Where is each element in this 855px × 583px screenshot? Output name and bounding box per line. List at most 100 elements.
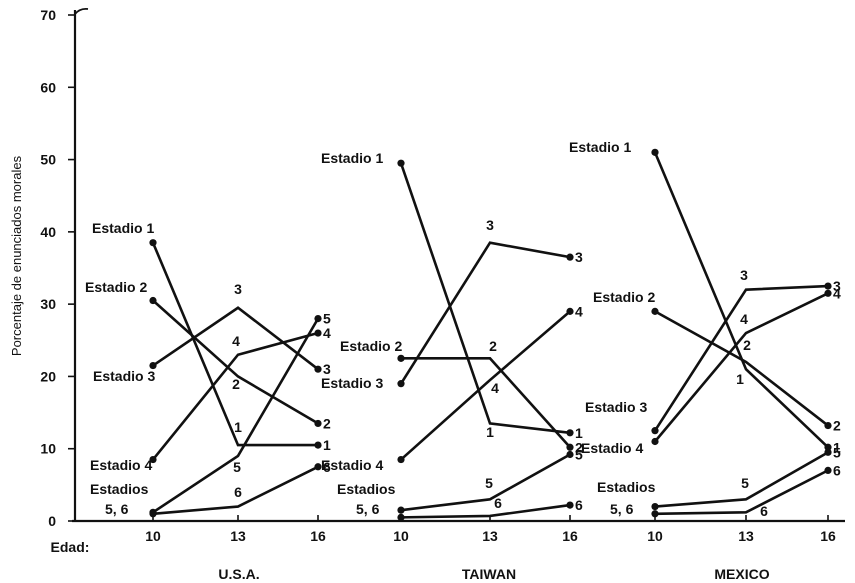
taiwan-series-4-point-10 <box>397 455 405 464</box>
taiwan-mid-label-5: 5 <box>485 475 493 491</box>
taiwan-x-tick-label-10: 10 <box>393 528 409 544</box>
usa-series-line-3 <box>152 306 319 371</box>
mexico-series-3-point-16 <box>824 282 832 290</box>
usa-series-2-point-16 <box>314 419 322 428</box>
usa-mid-label-3: 3 <box>234 281 242 297</box>
mexico-series-4-point-16 <box>824 289 832 297</box>
taiwan-mid-label-3: 3 <box>486 217 494 233</box>
usa-x-tick-label-10: 10 <box>145 528 161 544</box>
mexico-label-estadio-3: Estadio 3 <box>585 399 647 415</box>
mexico-series-line-6 <box>654 469 829 516</box>
taiwan-series-1-point-10 <box>397 159 405 167</box>
mexico-series-5-end-label: 5 <box>833 444 841 460</box>
axes <box>72 7 845 523</box>
taiwan-series-6-end-label: 6 <box>575 497 583 513</box>
mexico-series-line-4 <box>654 292 829 443</box>
y-axis-top-flourish <box>74 7 89 15</box>
y-tick-label-40: 40 <box>40 224 56 240</box>
usa-mid-label-2: 2 <box>232 376 240 392</box>
y-tick-label-20: 20 <box>40 368 56 384</box>
x-axis-label: Edad: <box>51 539 90 555</box>
mexico-mid-label-2: 2 <box>743 337 751 353</box>
x-ticks: 10 13 16 10 13 16 10 13 16 <box>145 515 836 544</box>
mexico-mid-label-3: 3 <box>740 267 748 283</box>
y-tick-label-70: 70 <box>40 7 56 23</box>
y-ticks: 0 10 20 30 40 50 60 70 <box>40 7 75 529</box>
usa-label-estadio-2: Estadio 2 <box>85 279 147 295</box>
usa-label-estadio-3: Estadio 3 <box>93 368 155 384</box>
usa-x-tick-label-16: 16 <box>310 528 326 544</box>
usa-series-3-end-label: 3 <box>323 361 331 377</box>
taiwan-mid-label-6: 6 <box>494 495 502 511</box>
taiwan-mid-label-4: 4 <box>491 380 499 396</box>
mexico-series-3-point-10 <box>651 427 659 435</box>
taiwan-series-4-point-16 <box>566 307 574 315</box>
usa-label-5-6: 5, 6 <box>105 501 129 517</box>
mexico-label-estadio-4: Estadio 4 <box>581 440 643 456</box>
mexico-label-estadio-2: Estadio 2 <box>593 289 655 305</box>
y-tick-label-10: 10 <box>40 441 56 457</box>
taiwan-series-2-point-10 <box>397 354 405 362</box>
mexico-series-6-end-label: 6 <box>833 462 841 478</box>
mexico-series-3-end-label: 3 <box>833 278 841 294</box>
usa-label-estadios: Estadios <box>90 481 149 497</box>
taiwan-label-estadios: Estadios <box>337 481 396 497</box>
taiwan-series-line-4 <box>400 310 571 461</box>
usa-series-4-point-16 <box>314 329 322 337</box>
mexico-series-1-point-16 <box>824 443 832 451</box>
mexico-series-line-3 <box>653 284 829 432</box>
mexico-label-estadios: Estadios <box>597 479 656 495</box>
usa-mid-label-1: 1 <box>234 419 242 435</box>
taiwan-series-line-3 <box>399 241 571 385</box>
y-tick-label-50: 50 <box>40 152 56 168</box>
taiwan-series-4-end-label: 4 <box>575 303 583 319</box>
taiwan-label-estadio-3: Estadio 3 <box>321 375 383 391</box>
taiwan-series-2-point-16 <box>566 443 574 451</box>
usa-series-1-point-16 <box>314 441 322 449</box>
mexico-mid-label-5: 5 <box>741 475 749 491</box>
mexico-series-line-1 <box>653 151 829 449</box>
taiwan-label-5-6: 5, 6 <box>356 501 380 517</box>
taiwan-label-estadio-4: Estadio 4 <box>321 457 383 473</box>
usa-series-line-1 <box>151 242 318 447</box>
mexico-mid-label-1: 1 <box>736 371 744 387</box>
mexico-series-2-point-10 <box>651 307 659 315</box>
panel-title-taiwan: TAIWAN <box>462 566 516 582</box>
usa-series-4-end-label: 4 <box>323 325 331 341</box>
taiwan-series-5-point-10 <box>397 506 405 514</box>
usa-series-1-end-label: 1 <box>323 437 331 453</box>
usa-series-line-2 <box>152 299 319 425</box>
taiwan-label-estadio-2: Estadio 2 <box>340 338 402 354</box>
usa-series-3-point-16 <box>314 365 322 373</box>
usa-series-line-4 <box>151 331 319 461</box>
mexico-mid-label-4: 4 <box>740 311 748 327</box>
mexico-x-tick-label-16: 16 <box>820 528 836 544</box>
mexico-series-2-point-16 <box>824 421 832 430</box>
usa-mid-label-4: 4 <box>232 333 240 349</box>
mexico-label-estadio-1: Estadio 1 <box>569 139 631 155</box>
taiwan-series-line-6 <box>400 503 571 519</box>
usa-mid-label-5: 5 <box>233 459 241 475</box>
taiwan-series-line-1 <box>399 162 571 435</box>
taiwan-series-3-end-label: 3 <box>575 249 583 265</box>
mexico-series-line-5 <box>654 451 829 508</box>
usa-series-5-end-label: 5 <box>323 311 331 327</box>
usa-series-5-point-16 <box>314 315 322 323</box>
usa-label-estadio-4: Estadio 4 <box>90 457 152 473</box>
mexico-series-6-point-10 <box>651 510 659 518</box>
y-tick-label-60: 60 <box>40 79 56 95</box>
mexico-label-5-6: 5, 6 <box>610 501 634 517</box>
taiwan-mid-label-2: 2 <box>489 338 497 354</box>
mexico-series-line-2 <box>654 310 829 427</box>
mexico-mid-label-6: 6 <box>760 503 768 519</box>
mexico-series-5-point-16 <box>824 448 832 456</box>
taiwan-series-5-point-16 <box>566 450 574 459</box>
mexico-series-5-point-10 <box>651 502 659 511</box>
mexico-series-1-point-10 <box>651 148 659 156</box>
mexico-x-tick-label-13: 13 <box>738 528 754 544</box>
y-tick-label-30: 30 <box>40 296 56 312</box>
y-axis-label: Porcentaje de enunciados morales <box>9 155 24 356</box>
mexico-series-6-point-16 <box>824 466 832 474</box>
